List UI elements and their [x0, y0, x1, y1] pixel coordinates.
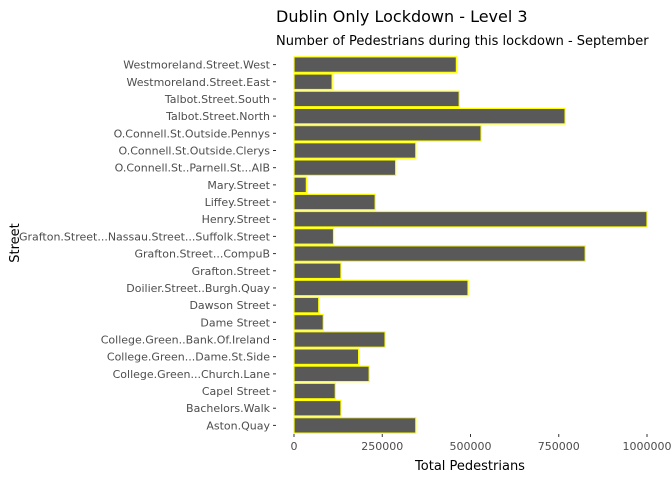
bar: [293, 348, 360, 366]
bar: [293, 107, 566, 125]
y-tick-label: Capel Street: [202, 385, 271, 398]
bar: [293, 399, 342, 417]
chart-subtitle: Number of Pedestrians during this lockdo…: [276, 34, 649, 49]
bar: [293, 193, 376, 211]
y-tick-label: O.Connell.St.Outside.Pennys: [114, 127, 271, 140]
x-axis: 0 250000 500000 750000 1000000: [291, 434, 672, 453]
bar: [293, 382, 336, 400]
y-tick-label: Mary.Street: [207, 179, 270, 192]
bar: [293, 365, 370, 383]
y-tick-label: Grafton.Street...CompuB: [134, 248, 270, 261]
bar: [293, 296, 320, 314]
y-axis-title: Street: [8, 223, 23, 263]
x-tick-label: 750000: [538, 440, 580, 453]
bar: [293, 176, 307, 194]
x-tick-label: 1000000: [623, 440, 672, 453]
y-tick-label: Westmoreland.Street.West: [123, 59, 270, 72]
y-tick-label: Dame Street: [200, 316, 270, 329]
bar: [293, 228, 335, 245]
y-tick-label: Dawson Street: [189, 299, 270, 312]
bar: [293, 90, 460, 108]
bar: [293, 124, 482, 142]
bar: [293, 73, 333, 91]
y-tick-label: College.Green...Dame.St.Side: [107, 351, 270, 364]
y-tick-label: O.Connell.St.Outside.Clerys: [119, 145, 271, 158]
chart-title: Dublin Only Lockdown - Level 3: [276, 7, 528, 26]
y-tick-label: O.Connell.St..Parnell.St...AIB: [115, 162, 270, 175]
y-tick-label: Liffey.Street: [205, 196, 271, 209]
bar: [293, 245, 586, 262]
x-tick-label: 250000: [361, 440, 403, 453]
y-tick-label: Bachelors.Walk: [186, 402, 271, 415]
y-tick-label: Henry.Street: [202, 213, 271, 226]
y-tick-label: Grafton.Street: [192, 265, 271, 278]
bar: [293, 142, 417, 159]
bar: [293, 159, 397, 177]
bar: [293, 313, 324, 331]
bar: [293, 56, 457, 73]
y-tick-label: Grafton.Street...Nassau.Street...Suffolk…: [19, 230, 271, 243]
bar: [293, 262, 342, 280]
y-tick-label: Aston.Quay: [206, 419, 270, 432]
x-tick-label: 0: [291, 440, 298, 453]
y-tick-label: Westmoreland.Street.East: [127, 76, 271, 89]
bars-group: [293, 56, 648, 434]
x-tick-label: 500000: [450, 440, 492, 453]
x-axis-title: Total Pedestrians: [414, 459, 525, 474]
bar: [293, 210, 648, 228]
bar: [293, 331, 386, 348]
y-axis: Westmoreland.Street.West Westmoreland.Str…: [19, 59, 276, 432]
bar: [293, 417, 417, 434]
y-tick-label: College.Green..Bank.Of.Ireland: [101, 334, 270, 347]
y-tick-label: Doilier.Street..Burgh.Quay: [126, 282, 270, 295]
y-tick-label: Talbot.Street.South: [164, 93, 270, 106]
y-tick-label: Talbot.Street.North: [165, 110, 270, 123]
bar: [293, 279, 469, 297]
y-tick-label: College.Green...Church.Lane: [113, 368, 271, 381]
